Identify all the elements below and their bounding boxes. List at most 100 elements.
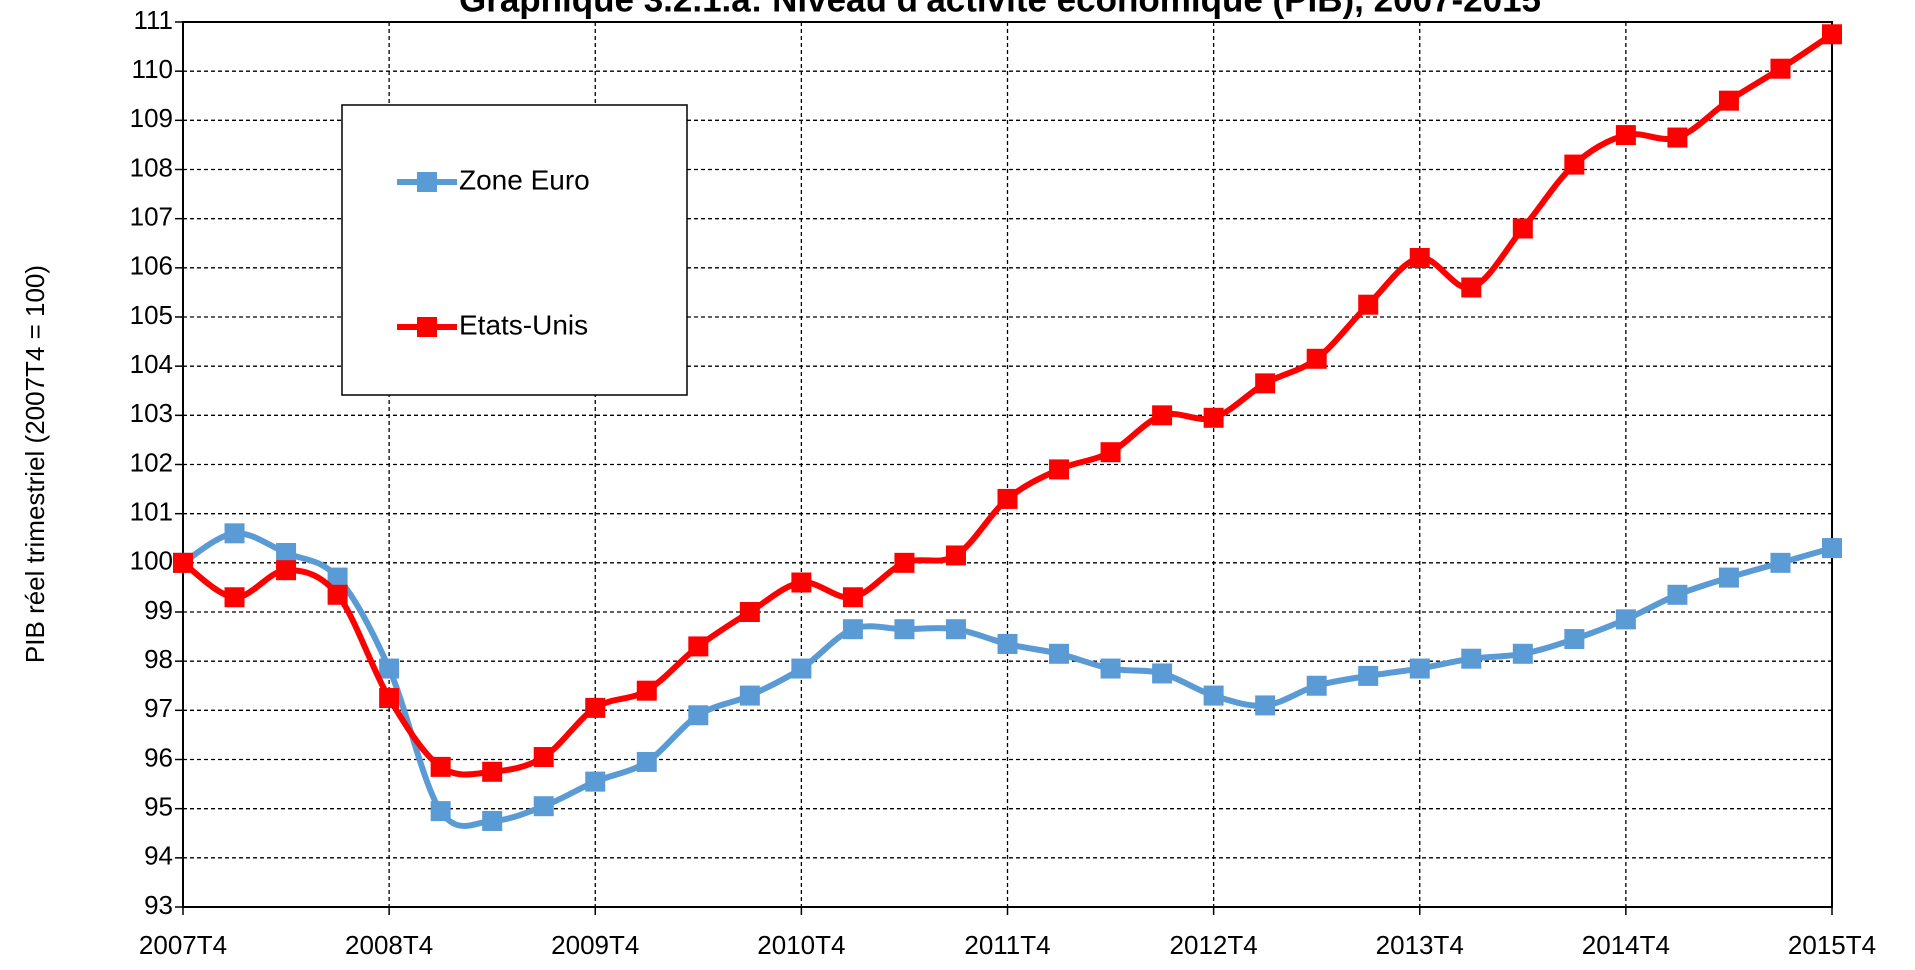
x-tick-label: 2012T4	[1170, 930, 1258, 960]
data-point	[1770, 552, 1791, 573]
data-point	[430, 756, 451, 777]
data-point	[997, 633, 1018, 654]
data-point	[1770, 58, 1791, 79]
data-point	[636, 680, 657, 701]
x-tick-label: 2013T4	[1376, 930, 1464, 960]
x-tick-label: 2011T4	[964, 930, 1050, 960]
data-point	[739, 602, 760, 622]
data-point	[1049, 643, 1070, 664]
data-point	[1718, 90, 1739, 111]
data-point	[1100, 658, 1121, 679]
data-point	[1564, 629, 1585, 650]
data-point	[1564, 154, 1585, 175]
data-point	[1358, 294, 1379, 315]
data-point	[945, 619, 966, 640]
y-tick-label: 103	[130, 398, 173, 428]
y-tick-label: 107	[130, 202, 173, 232]
data-point	[533, 747, 554, 768]
data-point	[276, 560, 297, 581]
data-point	[1306, 675, 1327, 696]
data-point	[1615, 125, 1636, 146]
chart-title: Graphique 3.2.1.a: Niveau d'activité éco…	[459, 0, 1541, 19]
data-point	[842, 587, 863, 608]
data-point	[327, 567, 348, 588]
data-point	[1461, 648, 1482, 669]
y-tick-label: 96	[144, 742, 173, 772]
data-point	[997, 488, 1018, 509]
y-axis-label: PIB réel trimestriel (2007T4 = 100)	[20, 265, 50, 663]
x-tick-label: 2010T4	[757, 930, 845, 960]
y-tick-label: 94	[144, 841, 173, 871]
data-point	[1100, 442, 1121, 463]
y-tick-label: 109	[130, 103, 173, 133]
data-point	[791, 572, 812, 593]
data-point	[1409, 658, 1430, 679]
legend-label: Zone Euro	[459, 164, 590, 195]
data-point	[945, 545, 966, 566]
data-point	[379, 688, 400, 709]
y-tick-label: 100	[130, 546, 173, 576]
data-point	[1255, 373, 1276, 394]
y-tick-label: 110	[132, 54, 173, 84]
y-tick-label: 104	[130, 349, 173, 379]
y-tick-label: 101	[130, 497, 173, 527]
data-point	[688, 705, 709, 726]
data-point	[482, 761, 503, 782]
data-point	[533, 796, 554, 817]
data-point	[482, 810, 503, 831]
data-point	[1203, 407, 1224, 428]
data-point	[739, 685, 760, 706]
x-tick-label: 2015T4	[1788, 930, 1876, 960]
data-point	[276, 543, 297, 563]
data-point	[1615, 609, 1636, 630]
data-point	[1049, 459, 1070, 480]
data-point	[1512, 643, 1533, 664]
y-tick-label: 98	[144, 644, 173, 674]
data-point	[224, 523, 245, 544]
data-point	[1358, 665, 1379, 686]
x-tick-label: 2008T4	[345, 930, 433, 960]
legend-marker	[417, 172, 437, 192]
data-point	[842, 619, 863, 640]
data-point	[1512, 218, 1533, 239]
data-point	[1667, 127, 1688, 148]
data-point	[791, 658, 812, 679]
data-point	[1255, 695, 1276, 716]
data-point	[327, 584, 348, 605]
data-point	[894, 552, 915, 573]
y-tick-label: 95	[144, 792, 173, 822]
legend-box	[341, 104, 688, 396]
y-tick-label: 111	[133, 5, 173, 35]
y-tick-label: 106	[130, 251, 173, 281]
data-point	[1667, 584, 1688, 605]
series-line	[181, 530, 1833, 829]
y-tick-label: 97	[144, 693, 173, 723]
data-point	[585, 771, 606, 792]
plot-area	[182, 21, 1833, 908]
data-point	[224, 587, 245, 608]
data-point	[430, 801, 451, 822]
y-tick-label: 99	[144, 595, 173, 625]
data-point	[1203, 685, 1224, 706]
y-tick-label: 108	[130, 152, 173, 182]
legend-marker	[417, 317, 437, 337]
x-tick-label: 2009T4	[551, 930, 639, 960]
data-point	[894, 619, 915, 640]
data-point	[173, 552, 193, 573]
x-tick-label: 2007T4	[139, 930, 227, 960]
data-point	[688, 636, 709, 657]
y-tick-label: 102	[130, 447, 173, 477]
data-point	[1152, 405, 1173, 426]
data-point	[1152, 663, 1173, 684]
data-point	[1461, 277, 1482, 298]
data-point	[1409, 248, 1430, 268]
legend-label: Etats-Unis	[459, 309, 588, 340]
data-point	[1822, 24, 1842, 45]
y-tick-label: 105	[130, 300, 173, 330]
data-point	[1306, 348, 1327, 369]
x-tick-label: 2014T4	[1582, 930, 1670, 960]
data-point	[1718, 567, 1739, 588]
y-tick-label: 93	[144, 890, 173, 920]
data-point	[636, 751, 657, 772]
